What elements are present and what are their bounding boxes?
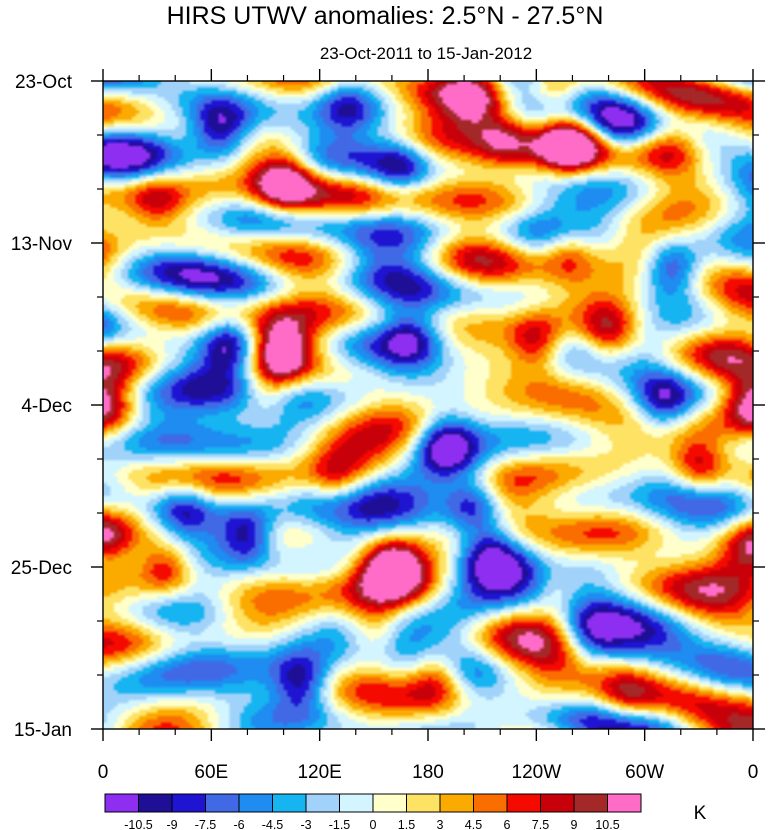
colorbar-label: -7.5	[195, 818, 217, 830]
colorbar-label: 3	[437, 818, 444, 830]
colorbar-box	[171, 793, 206, 813]
colorbar-label: 4.5	[465, 818, 482, 830]
colorbar-label: 1.5	[398, 818, 415, 830]
y-tick-label: 23-Oct	[15, 72, 73, 93]
colorbar-box	[305, 793, 340, 813]
colorbar-label: -6	[233, 818, 244, 830]
colorbar-label: -1.5	[329, 818, 351, 830]
colorbar-label: 9	[571, 818, 578, 830]
y-tick-label: 15-Jan	[14, 720, 72, 741]
x-tick-label: 120W	[512, 762, 562, 783]
colorbar-box	[339, 793, 374, 813]
colorbar-box	[473, 793, 508, 813]
colorbar-box	[540, 793, 575, 813]
colorbar-box	[406, 793, 441, 813]
colorbar-box	[372, 793, 407, 813]
colorbar-label: -3	[300, 818, 311, 830]
x-tick-label: 120E	[297, 762, 341, 783]
colorbar-box	[238, 793, 273, 813]
x-tick-label: 180	[412, 762, 444, 783]
y-tick-label: 4-Dec	[21, 396, 72, 417]
y-tick-label: 25-Dec	[11, 558, 72, 579]
x-tick-label: 60W	[625, 762, 664, 783]
colorbar-box	[104, 793, 139, 813]
colorbar-label: 6	[504, 818, 511, 830]
x-tick-label: 0	[98, 762, 109, 783]
colorbar-box	[439, 793, 474, 813]
colorbar-box	[272, 793, 307, 813]
colorbar-label: -10.5	[124, 818, 153, 830]
chart-title: HIRS UTWV anomalies: 2.5°N - 27.5°N	[167, 2, 604, 30]
colorbar-label: 7.5	[532, 818, 549, 830]
chart-subtitle: 23-Oct-2011 to 15-Jan-2012	[320, 44, 532, 63]
colorbar-box	[506, 793, 541, 813]
colorbar-label: -9	[166, 818, 177, 830]
colorbar-label: 0	[370, 818, 377, 830]
colorbar-box	[205, 793, 240, 813]
colorbar-label: -4.5	[262, 818, 284, 830]
colorbar: -10.5 -9 -7.5 -6 -4.5 -3 -1.5 0 1.5 3 4.5 6 7.5 9 10.5	[104, 793, 642, 830]
colorbar-label: 10.5	[595, 818, 619, 830]
x-tick-label: 60E	[194, 762, 228, 783]
colorbar-box	[138, 793, 173, 813]
anomaly-field	[103, 81, 753, 729]
colorbar-unit: K	[694, 803, 707, 824]
colorbar-box	[607, 793, 642, 813]
colorbar-box	[573, 793, 608, 813]
x-tick-label: 0	[748, 762, 759, 783]
y-tick-label: 13-Nov	[11, 234, 73, 255]
